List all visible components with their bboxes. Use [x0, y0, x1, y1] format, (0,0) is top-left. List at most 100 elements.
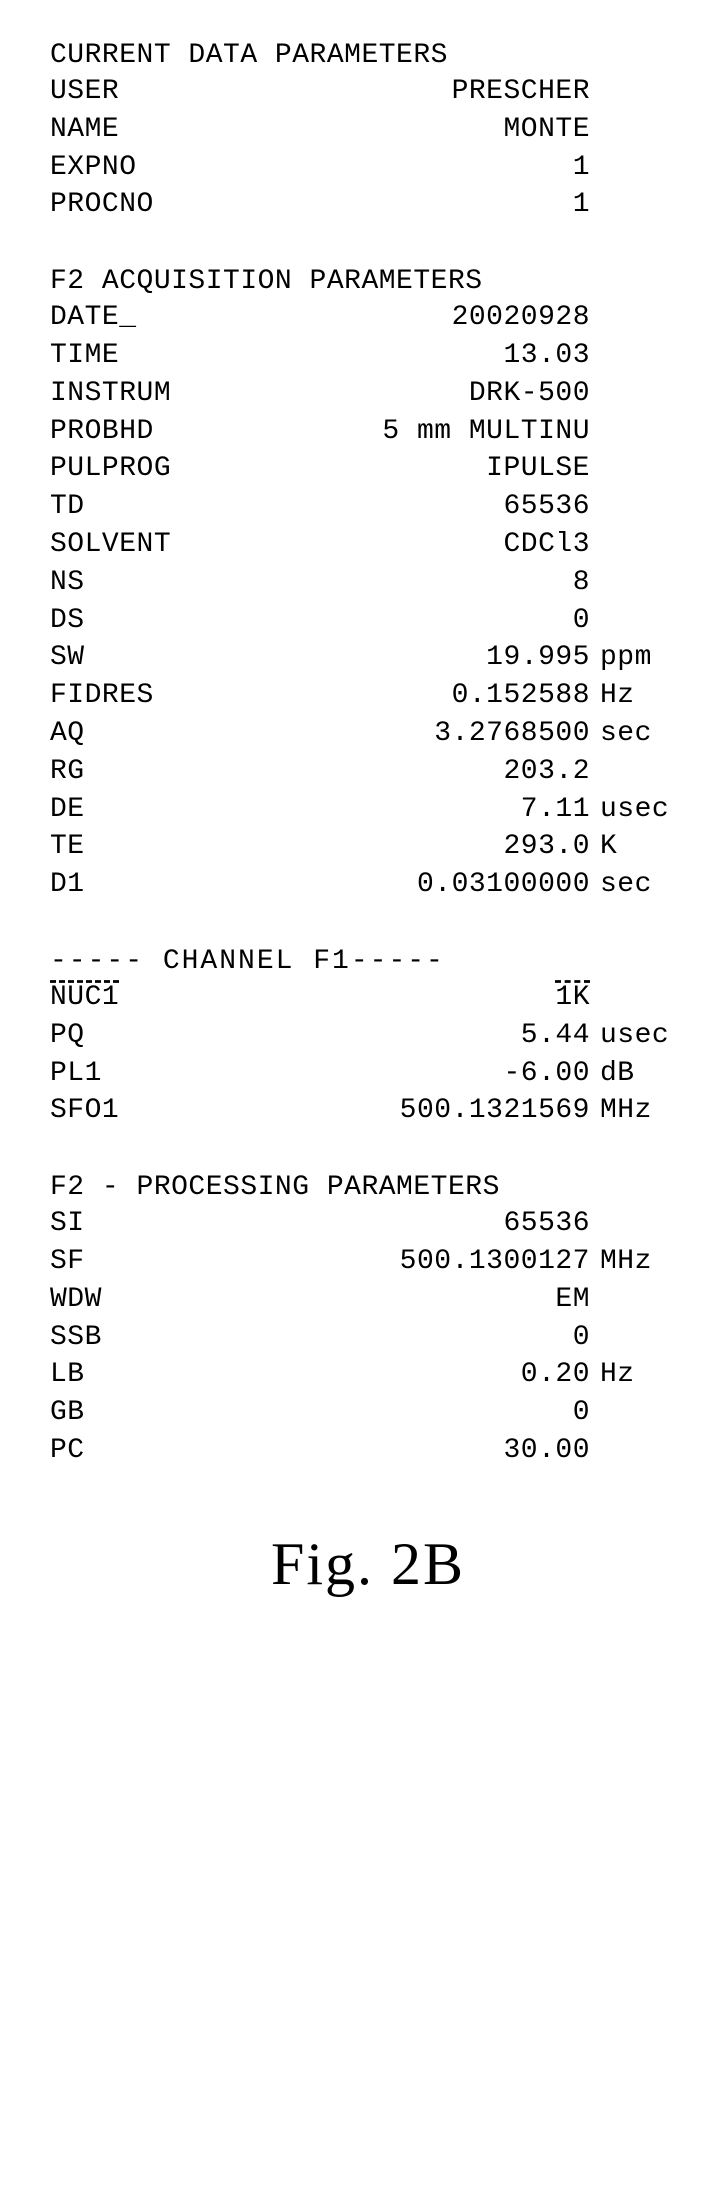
- param-value: 65536: [230, 1205, 596, 1243]
- param-label: NAME: [50, 111, 230, 149]
- param-value: 20020928: [230, 299, 596, 337]
- param-row: USER PRESCHER: [50, 73, 686, 111]
- section-header: ----- CHANNEL F1-----: [50, 946, 686, 977]
- param-value: IPULSE: [230, 450, 596, 488]
- param-label: RG: [50, 753, 230, 791]
- section-f2-acquisition: F2 ACQUISITION PARAMETERS DATE_20020928 …: [50, 266, 686, 904]
- param-label: LB: [50, 1356, 230, 1394]
- param-value: 293.0: [230, 828, 596, 866]
- param-unit: usec: [596, 1017, 686, 1055]
- param-unit: ppm: [596, 639, 686, 677]
- param-row: SOLVENTCDCl3: [50, 526, 686, 564]
- param-value: 0.152588: [230, 677, 596, 715]
- param-row: PROCNO 1: [50, 186, 686, 224]
- param-label: PULPROG: [50, 450, 230, 488]
- param-value: 0.03100000: [230, 866, 596, 904]
- section-header: F2 ACQUISITION PARAMETERS: [50, 266, 686, 297]
- param-row: SF500.1300127MHz: [50, 1243, 686, 1281]
- param-label: DS: [50, 602, 230, 640]
- param-label: SF: [50, 1243, 230, 1281]
- param-row: RG203.2: [50, 753, 686, 791]
- param-unit: Hz: [596, 677, 686, 715]
- param-label: SOLVENT: [50, 526, 230, 564]
- param-value: 65536: [230, 488, 596, 526]
- param-row: PL1-6.00dB: [50, 1055, 686, 1093]
- param-label: FIDRES: [50, 677, 230, 715]
- param-row: FIDRES0.152588Hz: [50, 677, 686, 715]
- param-unit: usec: [596, 791, 686, 829]
- param-label: PL1: [50, 1055, 230, 1093]
- param-value: 203.2: [230, 753, 596, 791]
- param-row: EXPNO 1: [50, 149, 686, 187]
- param-value: 500.1300127: [230, 1243, 596, 1281]
- param-label: TIME: [50, 337, 230, 375]
- param-value: 0.20: [230, 1356, 596, 1394]
- param-value: 19.995: [230, 639, 596, 677]
- param-row: PROBHD5 mm MULTINU: [50, 413, 686, 451]
- param-value: -6.00: [230, 1055, 596, 1093]
- param-value: DRK-500: [230, 375, 596, 413]
- param-row: TIME13.03: [50, 337, 686, 375]
- section-current-data: CURRENT DATA PARAMETERS USER PRESCHER NA…: [50, 40, 686, 224]
- param-value: 1K: [230, 979, 596, 1017]
- param-row: SSB0: [50, 1319, 686, 1357]
- param-row: SW19.995ppm: [50, 639, 686, 677]
- param-row: D10.03100000sec: [50, 866, 686, 904]
- param-label: DE: [50, 791, 230, 829]
- param-value: 500.1321569: [230, 1092, 596, 1130]
- param-row: DE7.11usec: [50, 791, 686, 829]
- section-header: CURRENT DATA PARAMETERS: [50, 40, 686, 71]
- param-row: PULPROGIPULSE: [50, 450, 686, 488]
- param-label: NS: [50, 564, 230, 602]
- param-row: TE293.0K: [50, 828, 686, 866]
- param-label: TE: [50, 828, 230, 866]
- param-row: DS0: [50, 602, 686, 640]
- figure-caption: Fig. 2B: [50, 1530, 686, 1599]
- param-value: MONTE: [230, 111, 596, 149]
- param-label: PC: [50, 1432, 230, 1470]
- param-label: PQ: [50, 1017, 230, 1055]
- param-label: WDW: [50, 1281, 230, 1319]
- section-channel-f1: ----- CHANNEL F1----- NUC1 1K PQ5.44usec…: [50, 946, 686, 1130]
- param-label: NUC1: [50, 979, 230, 1017]
- param-value: EM: [230, 1281, 596, 1319]
- param-value: 30.00: [230, 1432, 596, 1470]
- param-label: SW: [50, 639, 230, 677]
- param-row: NUC1 1K: [50, 979, 686, 1017]
- param-row: AQ3.2768500sec: [50, 715, 686, 753]
- param-row: TD65536: [50, 488, 686, 526]
- param-unit: sec: [596, 715, 686, 753]
- param-unit: MHz: [596, 1243, 686, 1281]
- param-row: LB0.20Hz: [50, 1356, 686, 1394]
- param-label: SFO1: [50, 1092, 230, 1130]
- param-unit: dB: [596, 1055, 686, 1093]
- param-label: AQ: [50, 715, 230, 753]
- param-row: INSTRUMDRK-500: [50, 375, 686, 413]
- param-row: NS8: [50, 564, 686, 602]
- param-value: 0: [230, 1394, 596, 1432]
- param-value: 0: [230, 602, 596, 640]
- param-row: PC30.00: [50, 1432, 686, 1470]
- param-label: TD: [50, 488, 230, 526]
- param-value: 5 mm MULTINU: [230, 413, 596, 451]
- section-f2-processing: F2 - PROCESSING PARAMETERS SI65536 SF500…: [50, 1172, 686, 1470]
- param-row: SFO1500.1321569MHz: [50, 1092, 686, 1130]
- param-value: 1: [230, 149, 596, 187]
- param-label: SI: [50, 1205, 230, 1243]
- param-label: USER: [50, 73, 230, 111]
- param-value: 8: [230, 564, 596, 602]
- param-value: 13.03: [230, 337, 596, 375]
- param-row: SI65536: [50, 1205, 686, 1243]
- param-row: WDWEM: [50, 1281, 686, 1319]
- param-value: 5.44: [230, 1017, 596, 1055]
- param-row: PQ5.44usec: [50, 1017, 686, 1055]
- param-label: GB: [50, 1394, 230, 1432]
- param-row: GB0: [50, 1394, 686, 1432]
- section-header: F2 - PROCESSING PARAMETERS: [50, 1172, 686, 1203]
- param-value: 3.2768500: [230, 715, 596, 753]
- param-label: INSTRUM: [50, 375, 230, 413]
- param-unit: K: [596, 828, 686, 866]
- param-label: D1: [50, 866, 230, 904]
- param-unit: MHz: [596, 1092, 686, 1130]
- param-value: 0: [230, 1319, 596, 1357]
